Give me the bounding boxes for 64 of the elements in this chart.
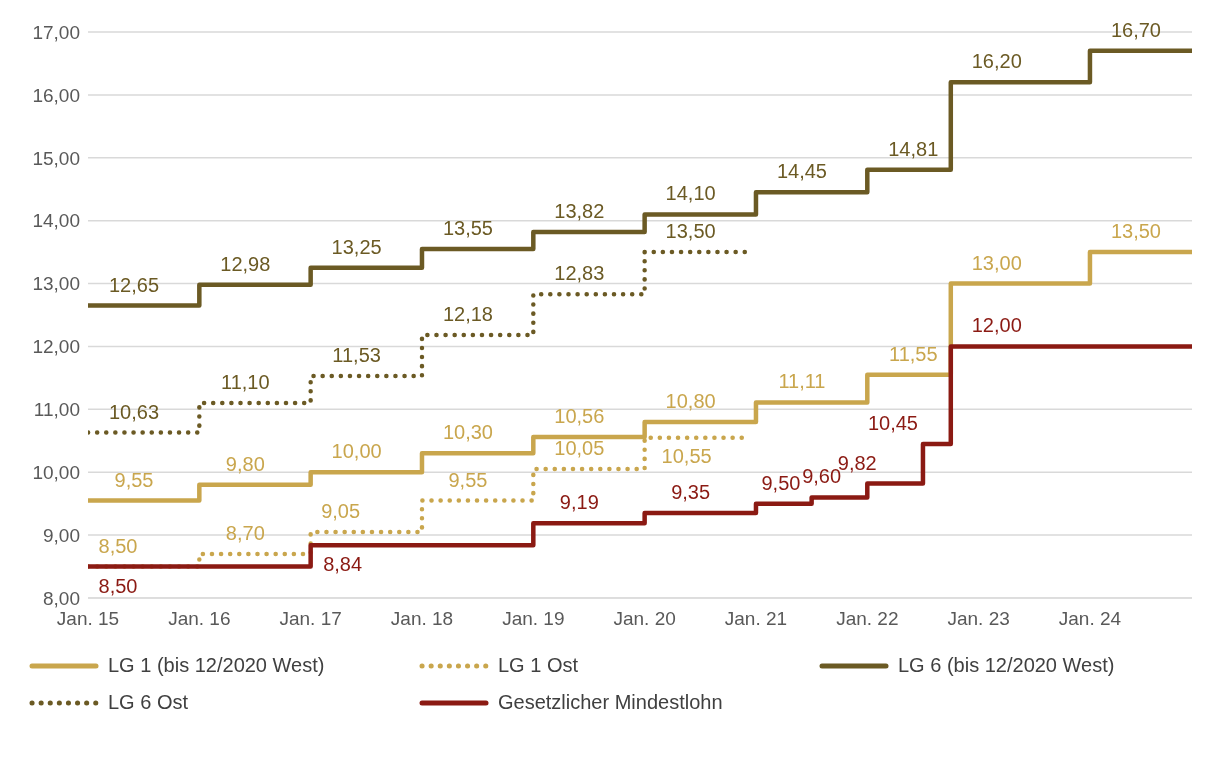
data-label: 11,11 [778, 370, 826, 393]
data-label: 10,63 [108, 400, 160, 423]
data-label: 10,45 [867, 411, 918, 434]
x-tick-label: Jan. 20 [613, 608, 676, 630]
y-tick-label: 13,00 [32, 273, 80, 295]
data-label: 10,55 [661, 444, 712, 467]
data-label: 8,50 [98, 574, 138, 597]
legend-label: LG 1 Ost [498, 654, 579, 677]
data-label: 13,55 [442, 216, 494, 239]
y-tick-label: 15,00 [32, 147, 80, 169]
x-tick-label: Jan. 21 [724, 608, 788, 630]
legend-label: LG 6 Ost [108, 691, 189, 714]
x-tick-label: Jan. 17 [279, 608, 342, 630]
data-label: 8,84 [323, 553, 363, 576]
data-label: 11,10 [221, 371, 270, 394]
data-label: 14,10 [665, 182, 716, 205]
data-label: 12,83 [554, 262, 605, 285]
y-tick-label: 11,00 [33, 399, 80, 421]
y-tick-label: 10,00 [32, 461, 80, 483]
data-label: 12,98 [220, 252, 271, 275]
data-label: 12,00 [971, 314, 1022, 337]
data-label: 9,80 [225, 452, 265, 475]
x-tick-label: Jan. 16 [168, 608, 231, 630]
data-label: 13,50 [665, 220, 716, 243]
data-label: 10,80 [665, 389, 716, 412]
data-label: 16,20 [971, 50, 1022, 73]
x-tick-label: Jan. 23 [947, 608, 1010, 630]
data-label: 13,00 [971, 251, 1022, 274]
data-label: 11,55 [889, 342, 938, 365]
legend-label: LG 6 (bis 12/2020 West) [898, 654, 1115, 677]
data-label: 8,70 [225, 521, 265, 544]
data-label: 11,53 [332, 344, 381, 366]
data-label: 9,50 [761, 471, 801, 494]
x-tick-label: Jan. 15 [56, 608, 120, 630]
data-label: 14,45 [776, 160, 827, 183]
data-label: 16,70 [1110, 18, 1161, 41]
y-tick-label: 9,00 [43, 524, 80, 546]
y-tick-label: 17,00 [32, 21, 80, 43]
data-label: 10,56 [554, 405, 605, 427]
legend-label: Gesetzlicher Mindestlohn [498, 691, 723, 714]
data-label: 9,55 [114, 468, 154, 491]
legend-label: LG 1 (bis 12/2020 West) [108, 654, 325, 677]
y-tick-label: 14,00 [32, 210, 80, 232]
data-label: 13,82 [554, 199, 605, 222]
y-tick-label: 16,00 [32, 84, 80, 106]
x-tick-label: Jan. 22 [836, 608, 899, 630]
y-tick-label: 8,00 [43, 587, 80, 609]
data-label: 10,00 [331, 440, 382, 463]
x-tick-label: Jan. 19 [502, 608, 565, 630]
data-label: 9,35 [671, 481, 711, 504]
x-tick-label: Jan. 18 [390, 608, 454, 630]
data-label: 10,05 [554, 437, 605, 460]
data-label: 9,55 [448, 468, 488, 491]
data-label: 12,65 [108, 273, 160, 296]
data-label: 13,50 [1110, 220, 1161, 243]
data-label: 8,50 [98, 534, 138, 557]
data-label: 13,25 [331, 235, 382, 258]
data-label: 9,05 [321, 499, 361, 522]
y-tick-label: 12,00 [32, 336, 80, 358]
data-label: 9,19 [559, 491, 599, 514]
x-tick-label: Jan. 24 [1058, 608, 1122, 630]
data-label: 12,18 [442, 303, 494, 326]
data-label: 14,81 [888, 137, 939, 160]
data-label: 10,30 [442, 421, 494, 444]
